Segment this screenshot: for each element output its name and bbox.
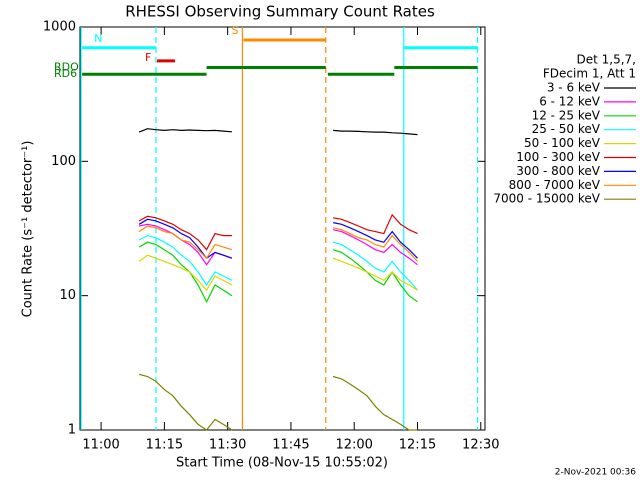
y-tick-label: 10 [59,288,76,303]
series-line [138,234,418,291]
flag-label: RDO [54,60,79,73]
x-tick-label: 12:30 [462,438,499,453]
x-tick-label: 11:00 [82,438,119,453]
y-tick-label: 100 [51,154,76,169]
series-line [138,128,418,136]
y-tick-label: 1000 [43,20,76,35]
series-line [138,218,418,260]
legend-label: 50 - 100 keV [524,136,601,150]
legend-label: 12 - 25 keV [532,108,601,122]
series-line [138,225,418,262]
x-tick-label: 12:15 [399,438,436,453]
flag-label: S [231,24,238,37]
legend-header: FDecim 1, Att 1 [543,67,636,81]
series-line [138,254,418,292]
legend-header: Det 1,5,7, [577,53,637,67]
flag-label: RD6 [54,67,77,80]
series-line [138,241,418,304]
legend-label: 7000 - 15000 keV [493,192,600,206]
flag-label: F [145,51,151,64]
legend-label: 800 - 7000 keV [509,178,601,192]
legend-label: 6 - 12 keV [539,94,601,108]
series-line [138,373,418,431]
legend-label: 25 - 50 keV [532,122,601,136]
y-tick-label: 1 [68,423,76,438]
legend-label: 3 - 6 keV [547,81,601,95]
footer: 2-Nov-2021 00:36 [555,468,637,478]
plot-frame [79,26,486,431]
x-axis-label: Start Time (08-Nov-15 10:55:02) [176,456,388,471]
x-tick-label: 11:15 [146,438,183,453]
x-tick-label: 11:30 [209,438,246,453]
chart-title: RHESSI Observing Summary Count Rates [125,3,435,21]
x-tick-label: 12:00 [335,438,372,453]
y-axis-label: Count Rate (s⁻¹ detector⁻¹) [21,141,36,318]
legend-label: 300 - 800 keV [516,164,600,178]
legend-label: 100 - 300 keV [516,150,600,164]
x-tick-label: 11:45 [272,438,309,453]
series-line [138,213,418,251]
flag-label: N [94,32,102,45]
